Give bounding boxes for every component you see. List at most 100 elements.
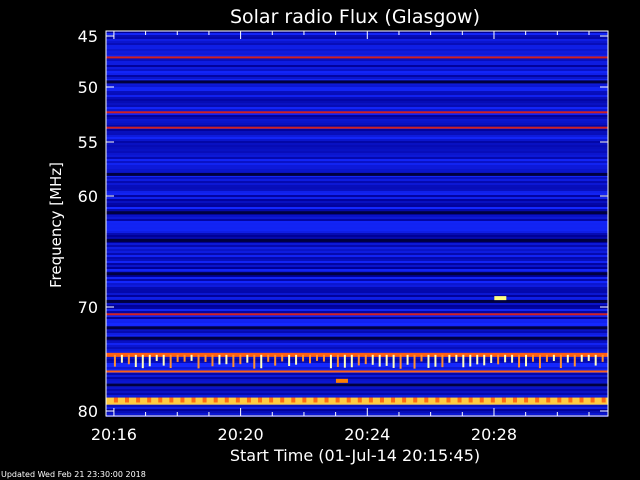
background-row <box>106 121 608 123</box>
background-row <box>106 167 608 169</box>
background-row <box>106 129 608 131</box>
background-row <box>106 115 608 117</box>
background-row <box>106 89 608 91</box>
noise-cell <box>125 397 130 403</box>
y-tick-label: 45 <box>78 27 98 46</box>
interference-streak <box>455 354 458 362</box>
background-row <box>106 79 608 81</box>
y-tick-label: 80 <box>78 402 98 421</box>
background-row <box>106 31 608 33</box>
background-row <box>106 177 608 179</box>
interference-streak <box>288 354 291 367</box>
interference-streak <box>469 354 472 367</box>
background-row <box>106 219 608 221</box>
noise-cell <box>246 397 251 403</box>
noise-cell <box>191 397 196 403</box>
interference-streak <box>239 354 242 365</box>
interference-streak <box>420 354 423 362</box>
noise-cell <box>490 397 495 403</box>
background-row <box>106 241 608 243</box>
background-row <box>106 389 608 391</box>
interference-streak <box>545 354 548 362</box>
background-row <box>106 311 608 313</box>
updated-footer: Updated Wed Feb 21 23:30:00 2018 <box>1 470 146 479</box>
interference-streak <box>434 354 437 367</box>
x-axis: 20:16 20:20 20:24 20:28 <box>91 31 590 444</box>
background-row <box>106 275 608 277</box>
background-row <box>106 165 608 167</box>
interference-streak <box>315 354 318 361</box>
background-row <box>106 153 608 155</box>
interference-streak <box>155 354 158 362</box>
background-row <box>106 149 608 151</box>
interference-streak <box>448 354 451 363</box>
bright-band <box>106 56 608 59</box>
interference-streak <box>148 354 151 367</box>
noise-cell <box>357 397 362 403</box>
interference-streak <box>343 354 346 368</box>
interference-streak <box>413 354 416 369</box>
background-row <box>106 147 608 149</box>
bright-band <box>106 313 608 316</box>
interference-streak <box>476 354 479 365</box>
background-row <box>106 261 608 263</box>
background-row <box>106 379 608 381</box>
background-row <box>106 271 608 273</box>
background-row <box>106 369 608 371</box>
background-row <box>106 113 608 115</box>
background-row <box>106 349 608 351</box>
y-tick-label: 70 <box>78 298 98 317</box>
interference-streak <box>378 354 381 367</box>
background-row <box>106 305 608 307</box>
background-row <box>106 197 608 199</box>
noise-cell <box>391 397 396 403</box>
burst-spot <box>494 296 507 301</box>
noise-cell <box>158 397 163 403</box>
background-row <box>106 279 608 281</box>
background-row <box>106 321 608 323</box>
background-row <box>106 107 608 109</box>
background-row <box>106 281 608 283</box>
background-row <box>106 95 608 97</box>
interference-streak <box>392 354 395 368</box>
background-row <box>106 59 608 61</box>
background-row <box>106 247 608 249</box>
background-row <box>106 97 608 99</box>
background-row <box>106 139 608 141</box>
background-row <box>106 249 608 251</box>
x-axis-label: Start Time (01-Jul-14 20:15:45) <box>230 446 480 465</box>
bright-band <box>106 126 608 129</box>
interference-streak <box>204 354 207 362</box>
background-row <box>106 53 608 55</box>
background-row <box>106 233 608 235</box>
noise-cell <box>346 397 351 403</box>
interference-streak <box>211 354 214 367</box>
y-tick-label: 55 <box>78 133 98 152</box>
bright-band <box>106 370 608 373</box>
background-row <box>106 199 608 201</box>
background-row <box>106 33 608 35</box>
interference-streak <box>357 354 360 366</box>
background-row <box>106 359 608 361</box>
background-row <box>106 41 608 43</box>
background-row <box>106 253 608 255</box>
noise-cell <box>313 397 318 403</box>
x-tick-label: 20:28 <box>471 425 517 444</box>
background-row <box>106 191 608 193</box>
background-row <box>106 309 608 311</box>
background-row <box>106 119 608 121</box>
background-row <box>106 141 608 143</box>
interference-streak <box>525 354 528 367</box>
background-row <box>106 293 608 295</box>
background-row <box>106 245 608 247</box>
dark-band <box>106 172 608 176</box>
background-row <box>106 109 608 111</box>
background-row <box>106 69 608 71</box>
background-row <box>106 125 608 127</box>
dark-band <box>106 326 608 330</box>
background-row <box>106 207 608 209</box>
dark-band <box>106 383 608 387</box>
background-row <box>106 335 608 337</box>
interference-streak <box>183 354 186 362</box>
background-row <box>106 195 608 197</box>
